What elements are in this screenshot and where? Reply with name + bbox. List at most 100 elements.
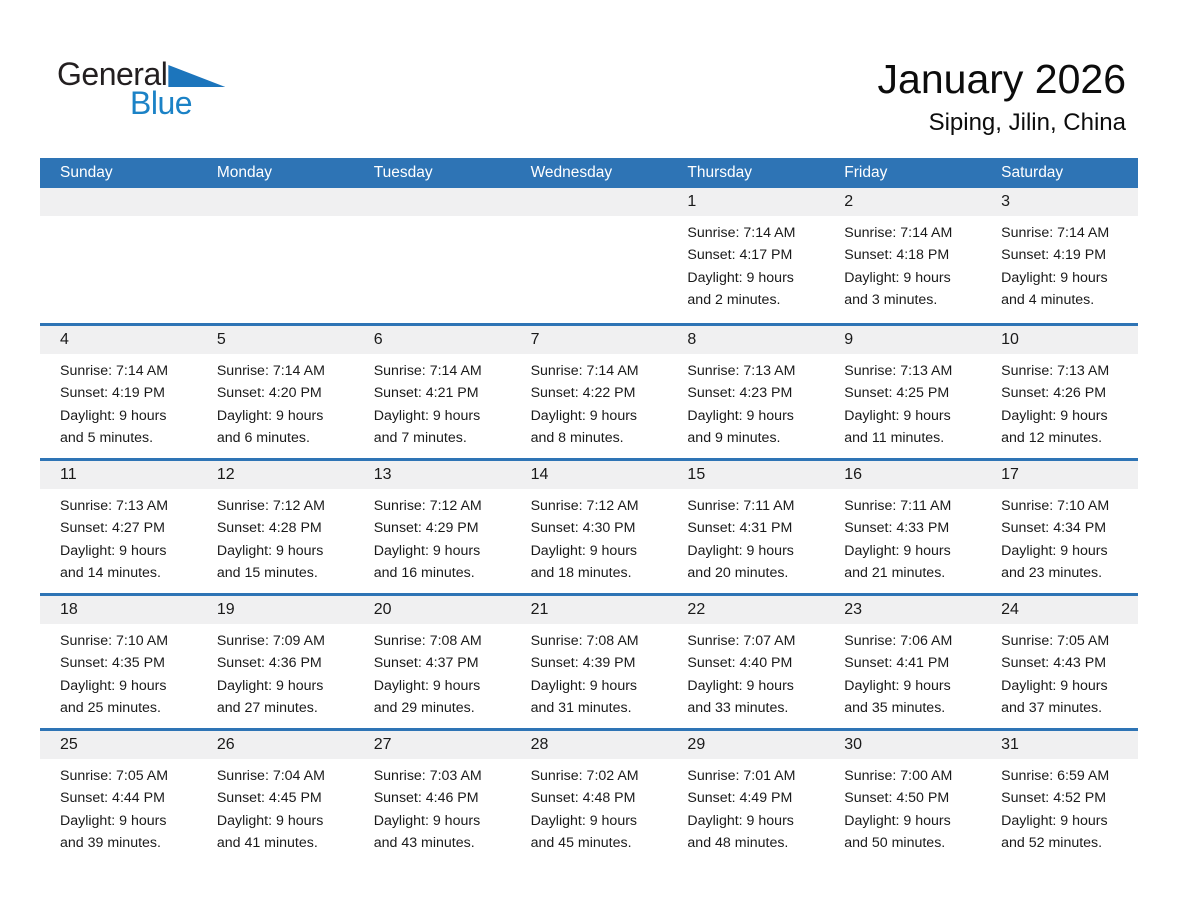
day-detail-line: and 52 minutes. (1001, 835, 1103, 852)
day-cell: 19 Sunrise: 7:09 AM Sunset: 4:36 PM Daylig… (196, 596, 354, 728)
weekday-friday: Friday (844, 164, 888, 181)
day-detail-line: Sunset: 4:22 PM (530, 385, 636, 402)
day-details: Sunrise: 7:14 AM Sunset: 4:19 PM Daylight:… (981, 216, 1138, 312)
day-detail-line: Sunrise: 7:09 AM (216, 633, 325, 649)
day-detail-line: Sunset: 4:48 PM (530, 790, 636, 807)
day-detail-line: Daylight: 9 hours (60, 812, 167, 829)
day-detail-line: Daylight: 9 hours (1001, 677, 1108, 694)
day-number-strip: 14 (510, 461, 668, 489)
day-cell: 1 Sunrise: 7:14 AM Sunset: 4:17 PM Dayligh… (667, 188, 825, 323)
day-number: 13 (373, 466, 392, 483)
day-details: Sunrise: 7:03 AM Sunset: 4:46 PM Daylight:… (354, 759, 511, 855)
day-details: Sunrise: 7:08 AM Sunset: 4:37 PM Daylight:… (354, 624, 511, 720)
day-detail-line: Sunrise: 7:10 AM (60, 633, 169, 649)
day-details: Sunrise: 7:09 AM Sunset: 4:36 PM Daylight:… (197, 624, 354, 720)
day-detail-line: Sunset: 4:31 PM (687, 520, 793, 537)
day-detail-line: Sunrise: 7:08 AM (530, 633, 639, 649)
day-detail-line: Sunset: 4:30 PM (530, 520, 636, 537)
day-number: 30 (844, 736, 863, 753)
day-detail-line: Sunset: 4:49 PM (687, 790, 793, 807)
day-number: 22 (687, 601, 706, 618)
day-detail-line: Daylight: 9 hours (60, 677, 167, 694)
day-detail-line: Daylight: 9 hours (687, 542, 794, 559)
day-details: Sunrise: 7:05 AM Sunset: 4:43 PM Daylight:… (981, 624, 1138, 720)
day-detail-line: and 20 minutes. (687, 565, 789, 582)
day-detail-line: and 7 minutes. (373, 430, 467, 447)
day-detail-line: Sunset: 4:28 PM (216, 520, 322, 537)
day-detail-line: Sunrise: 7:04 AM (216, 768, 325, 784)
day-number: 17 (1001, 466, 1019, 483)
day-details: Sunrise: 7:13 AM Sunset: 4:26 PM Daylight:… (981, 354, 1138, 450)
day-number: 19 (216, 601, 235, 618)
day-number: 28 (530, 736, 549, 753)
day-cell: 29 Sunrise: 7:01 AM Sunset: 4:49 PM Daylig… (667, 731, 825, 863)
day-number: 16 (844, 466, 863, 483)
day-detail-line: and 27 minutes. (216, 700, 318, 717)
day-detail-line: Daylight: 9 hours (1001, 269, 1108, 286)
day-number: 1 (687, 193, 697, 210)
day-detail-line: Daylight: 9 hours (844, 677, 951, 694)
day-details: Sunrise: 7:07 AM Sunset: 4:40 PM Daylight:… (667, 624, 824, 720)
weekday-saturday: Saturday (1001, 164, 1064, 181)
day-details: Sunrise: 7:02 AM Sunset: 4:48 PM Daylight:… (511, 759, 668, 855)
day-detail-line: Sunrise: 7:10 AM (1001, 498, 1110, 514)
day-details: Sunrise: 7:13 AM Sunset: 4:25 PM Daylight:… (824, 354, 981, 450)
day-number-strip: 27 (353, 731, 511, 759)
day-number: 10 (1001, 331, 1019, 348)
day-detail-line: Sunset: 4:37 PM (373, 655, 479, 672)
day-detail-line: Daylight: 9 hours (373, 542, 481, 559)
day-number: 23 (844, 601, 863, 618)
day-cell: 26 Sunrise: 7:04 AM Sunset: 4:45 PM Daylig… (196, 731, 354, 863)
day-detail-line: Sunrise: 7:14 AM (687, 225, 796, 241)
weekday-tuesday: Tuesday (373, 164, 433, 181)
weekday-thursday: Thursday (687, 164, 753, 181)
day-cell: 24 Sunrise: 7:05 AM Sunset: 4:43 PM Daylig… (981, 596, 1138, 728)
calendar-grid: Sunday Monday Tuesday Wednesday Thursday… (40, 158, 1138, 863)
day-number: 3 (1001, 193, 1011, 210)
day-detail-line: Sunset: 4:52 PM (1001, 790, 1107, 807)
day-detail-line: Daylight: 9 hours (687, 407, 794, 424)
day-detail-line: Sunset: 4:18 PM (844, 247, 950, 264)
day-detail-line: and 50 minutes. (844, 835, 946, 852)
day-number-strip: 9 (824, 326, 982, 354)
day-detail-line: Sunrise: 7:07 AM (687, 633, 796, 649)
day-details: Sunrise: 7:01 AM Sunset: 4:49 PM Daylight:… (667, 759, 824, 855)
day-details: Sunrise: 7:14 AM Sunset: 4:17 PM Daylight:… (667, 216, 824, 312)
day-detail-line: Sunset: 4:25 PM (844, 385, 950, 402)
day-detail-line: Sunrise: 7:14 AM (216, 363, 325, 379)
page-title: January 2026 (877, 56, 1126, 102)
day-cell: 21 Sunrise: 7:08 AM Sunset: 4:39 PM Daylig… (510, 596, 668, 728)
day-number: 6 (373, 331, 383, 348)
day-detail-line: Daylight: 9 hours (687, 269, 794, 286)
day-cell: 22 Sunrise: 7:07 AM Sunset: 4:40 PM Daylig… (667, 596, 825, 728)
day-detail-line: Sunset: 4:33 PM (844, 520, 950, 537)
day-detail-line: Daylight: 9 hours (530, 677, 638, 694)
day-detail-line: Daylight: 9 hours (844, 812, 951, 829)
day-number-strip: 31 (981, 731, 1138, 759)
day-detail-line: Daylight: 9 hours (373, 812, 481, 829)
day-number-strip: 3 (981, 188, 1138, 216)
day-detail-line: Daylight: 9 hours (530, 812, 638, 829)
day-detail-line: and 2 minutes. (687, 292, 781, 309)
day-detail-line: and 39 minutes. (60, 835, 161, 852)
day-details: Sunrise: 7:11 AM Sunset: 4:31 PM Daylight:… (667, 489, 824, 585)
day-cell: 10 Sunrise: 7:13 AM Sunset: 4:26 PM Daylig… (981, 326, 1138, 458)
day-cell: 15 Sunrise: 7:11 AM Sunset: 4:31 PM Daylig… (667, 461, 825, 593)
day-details: Sunrise: 7:14 AM Sunset: 4:22 PM Daylight:… (511, 354, 668, 450)
calendar-week-row: 25 Sunrise: 7:05 AM Sunset: 4:44 PM Daylig… (40, 728, 1138, 863)
day-detail-line: and 29 minutes. (373, 700, 475, 717)
day-detail-line: Sunset: 4:29 PM (373, 520, 479, 537)
day-detail-line: Sunset: 4:27 PM (60, 520, 165, 537)
day-details: Sunrise: 6:59 AM Sunset: 4:52 PM Daylight:… (981, 759, 1138, 855)
day-detail-line: Sunset: 4:39 PM (530, 655, 636, 672)
day-details: Sunrise: 7:12 AM Sunset: 4:28 PM Daylight:… (197, 489, 354, 585)
day-detail-line: Daylight: 9 hours (1001, 407, 1108, 424)
day-number-strip: 22 (667, 596, 825, 624)
day-cell: 25 Sunrise: 7:05 AM Sunset: 4:44 PM Daylig… (40, 731, 197, 863)
logo-triangle-icon (168, 65, 226, 87)
weekday-sunday: Sunday (60, 164, 113, 181)
day-detail-line: and 48 minutes. (687, 835, 789, 852)
day-detail-line: Sunset: 4:19 PM (1001, 247, 1107, 264)
day-detail-line: Sunset: 4:34 PM (1001, 520, 1107, 537)
logo-text-blue: Blue (130, 85, 193, 121)
